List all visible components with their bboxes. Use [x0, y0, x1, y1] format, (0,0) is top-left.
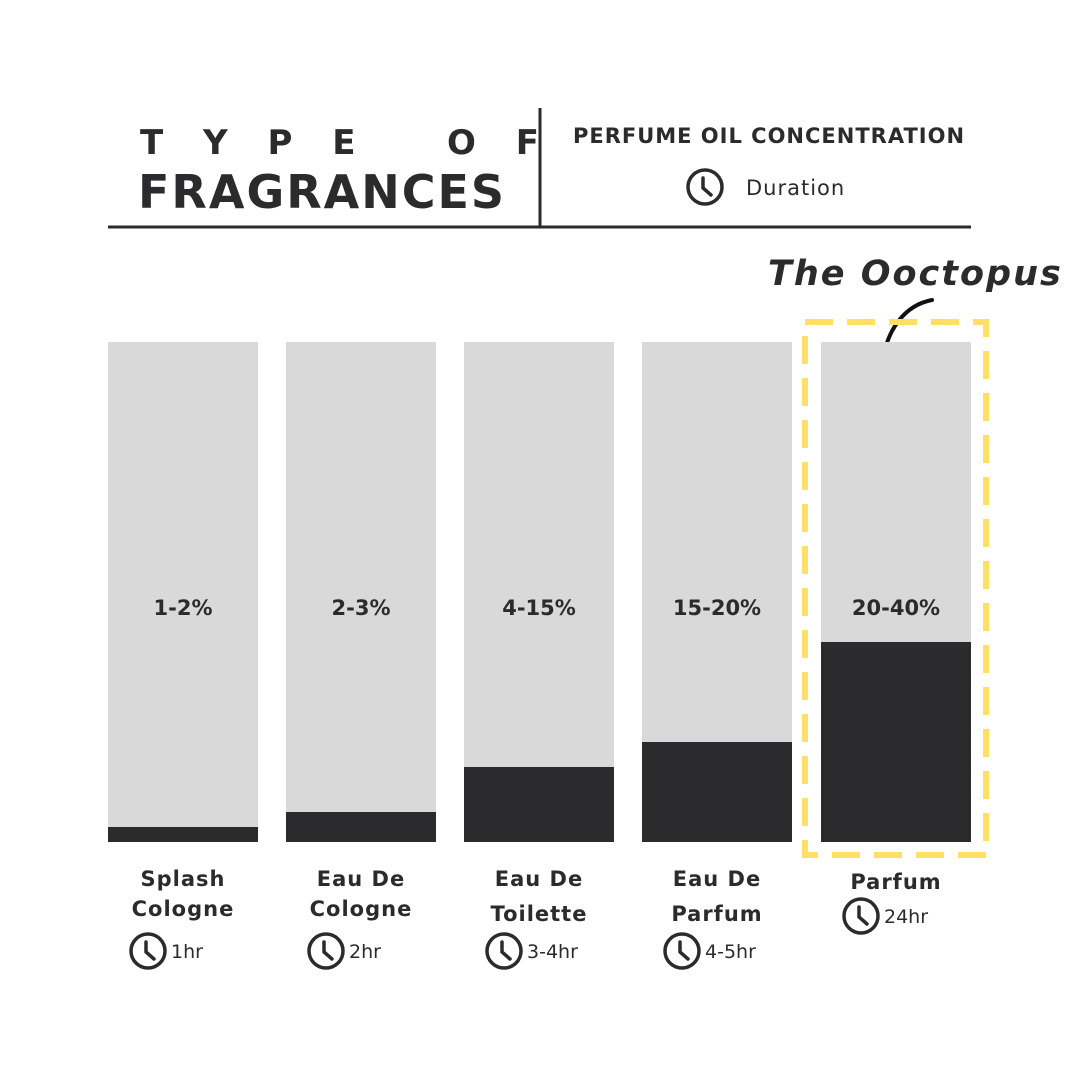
category-label: Eau De [317, 867, 405, 891]
duration-label: 2hr [349, 941, 381, 963]
concentration-label: 1-2% [154, 596, 213, 620]
bar-background [108, 342, 258, 842]
legend-duration: Duration [746, 176, 845, 200]
category-label: Eau De [673, 867, 761, 891]
concentration-label: 15-20% [673, 596, 761, 620]
bar-fill [821, 642, 971, 842]
duration-label: 3-4hr [527, 941, 578, 963]
bar-fill [286, 812, 436, 842]
category-label: Parfum [850, 870, 941, 894]
title-line1: T Y P E O F [140, 123, 553, 163]
duration-label: 1hr [171, 941, 203, 963]
highlight-box [802, 319, 989, 858]
category-label: Eau De [495, 867, 583, 891]
clock-icon [663, 932, 701, 970]
category-label: Toilette [491, 902, 588, 926]
category-label: Parfum [671, 902, 762, 926]
title-line2: FRAGRANCES [138, 165, 506, 219]
bar-background [464, 342, 614, 842]
concentration-label: 4-15% [502, 596, 576, 620]
category-label: Cologne [310, 897, 413, 921]
concentration-label: 20-40% [852, 596, 940, 620]
clock-icon [307, 932, 345, 970]
clock-icon [485, 932, 523, 970]
duration-label: 24hr [884, 906, 928, 928]
highlight-label: The Ooctopus [768, 254, 1063, 294]
concentration-label: 2-3% [332, 596, 391, 620]
bar-fill [464, 767, 614, 842]
legend-title: PERFUME OIL CONCENTRATION [573, 124, 965, 148]
bar-fill [642, 742, 792, 842]
clock-icon [686, 168, 724, 206]
category-label: Cologne [132, 897, 235, 921]
clock-icon [842, 897, 880, 935]
clock-icon [129, 932, 167, 970]
bar-fill [108, 827, 258, 842]
duration-label: 4-5hr [705, 941, 756, 963]
category-label: Splash [141, 867, 226, 891]
bar-background [286, 342, 436, 842]
